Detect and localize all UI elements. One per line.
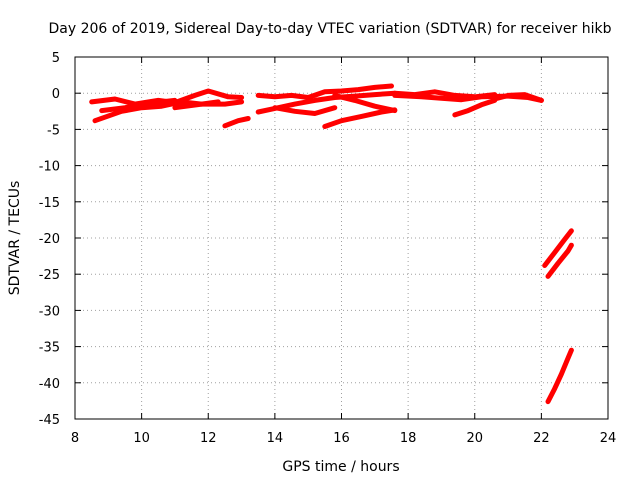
series-trace-3 [99, 97, 178, 114]
y-tick-label: -40 [39, 377, 60, 392]
series-trace-15 [542, 228, 574, 268]
x-tick-label: 12 [200, 431, 217, 446]
chart-title: Day 206 of 2019, Sidereal Day-to-day VTE… [49, 21, 612, 37]
series-trace-6 [255, 83, 394, 100]
series-layer [89, 83, 574, 405]
series-trace-13 [452, 97, 498, 118]
series-trace-17 [545, 347, 574, 405]
series-trace-16 [545, 242, 574, 279]
x-tick-label: 24 [600, 431, 617, 446]
x-tick-label: 20 [466, 431, 483, 446]
y-tick-label: -30 [39, 304, 60, 319]
y-tick-label: -25 [39, 268, 60, 283]
y-tick-label: -20 [39, 232, 60, 247]
series-trace-8 [272, 105, 338, 116]
series-trace-9 [322, 107, 398, 129]
y-tick-label: -15 [39, 196, 60, 211]
y-tick-label: -5 [47, 123, 60, 138]
series-trace-5 [222, 116, 251, 129]
y-tick-label: -45 [39, 413, 60, 428]
y-tick-label: 0 [52, 87, 60, 102]
y-tick-label: -10 [39, 160, 60, 175]
series-trace-10 [332, 92, 398, 114]
x-tick-label: 10 [133, 431, 150, 446]
x-tick-label: 8 [71, 431, 79, 446]
series-trace-14 [492, 92, 544, 103]
tick-layer: 8 10 12 14 16 18 20 22 24 5 0 -5 -10 -15 -20 -25 -30 -35 -… [39, 51, 617, 446]
x-axis-label: GPS time / hours [282, 459, 399, 475]
grid-layer [75, 57, 608, 419]
series-trace-4 [172, 99, 245, 111]
x-tick-label: 22 [533, 431, 550, 446]
x-tick-label: 16 [333, 431, 350, 446]
x-tick-label: 14 [267, 431, 284, 446]
y-tick-label: -35 [39, 341, 60, 356]
x-tick-label: 18 [400, 431, 417, 446]
y-axis-label: SDTVAR / TECUs [7, 181, 23, 296]
y-tick-label: 5 [52, 51, 60, 66]
